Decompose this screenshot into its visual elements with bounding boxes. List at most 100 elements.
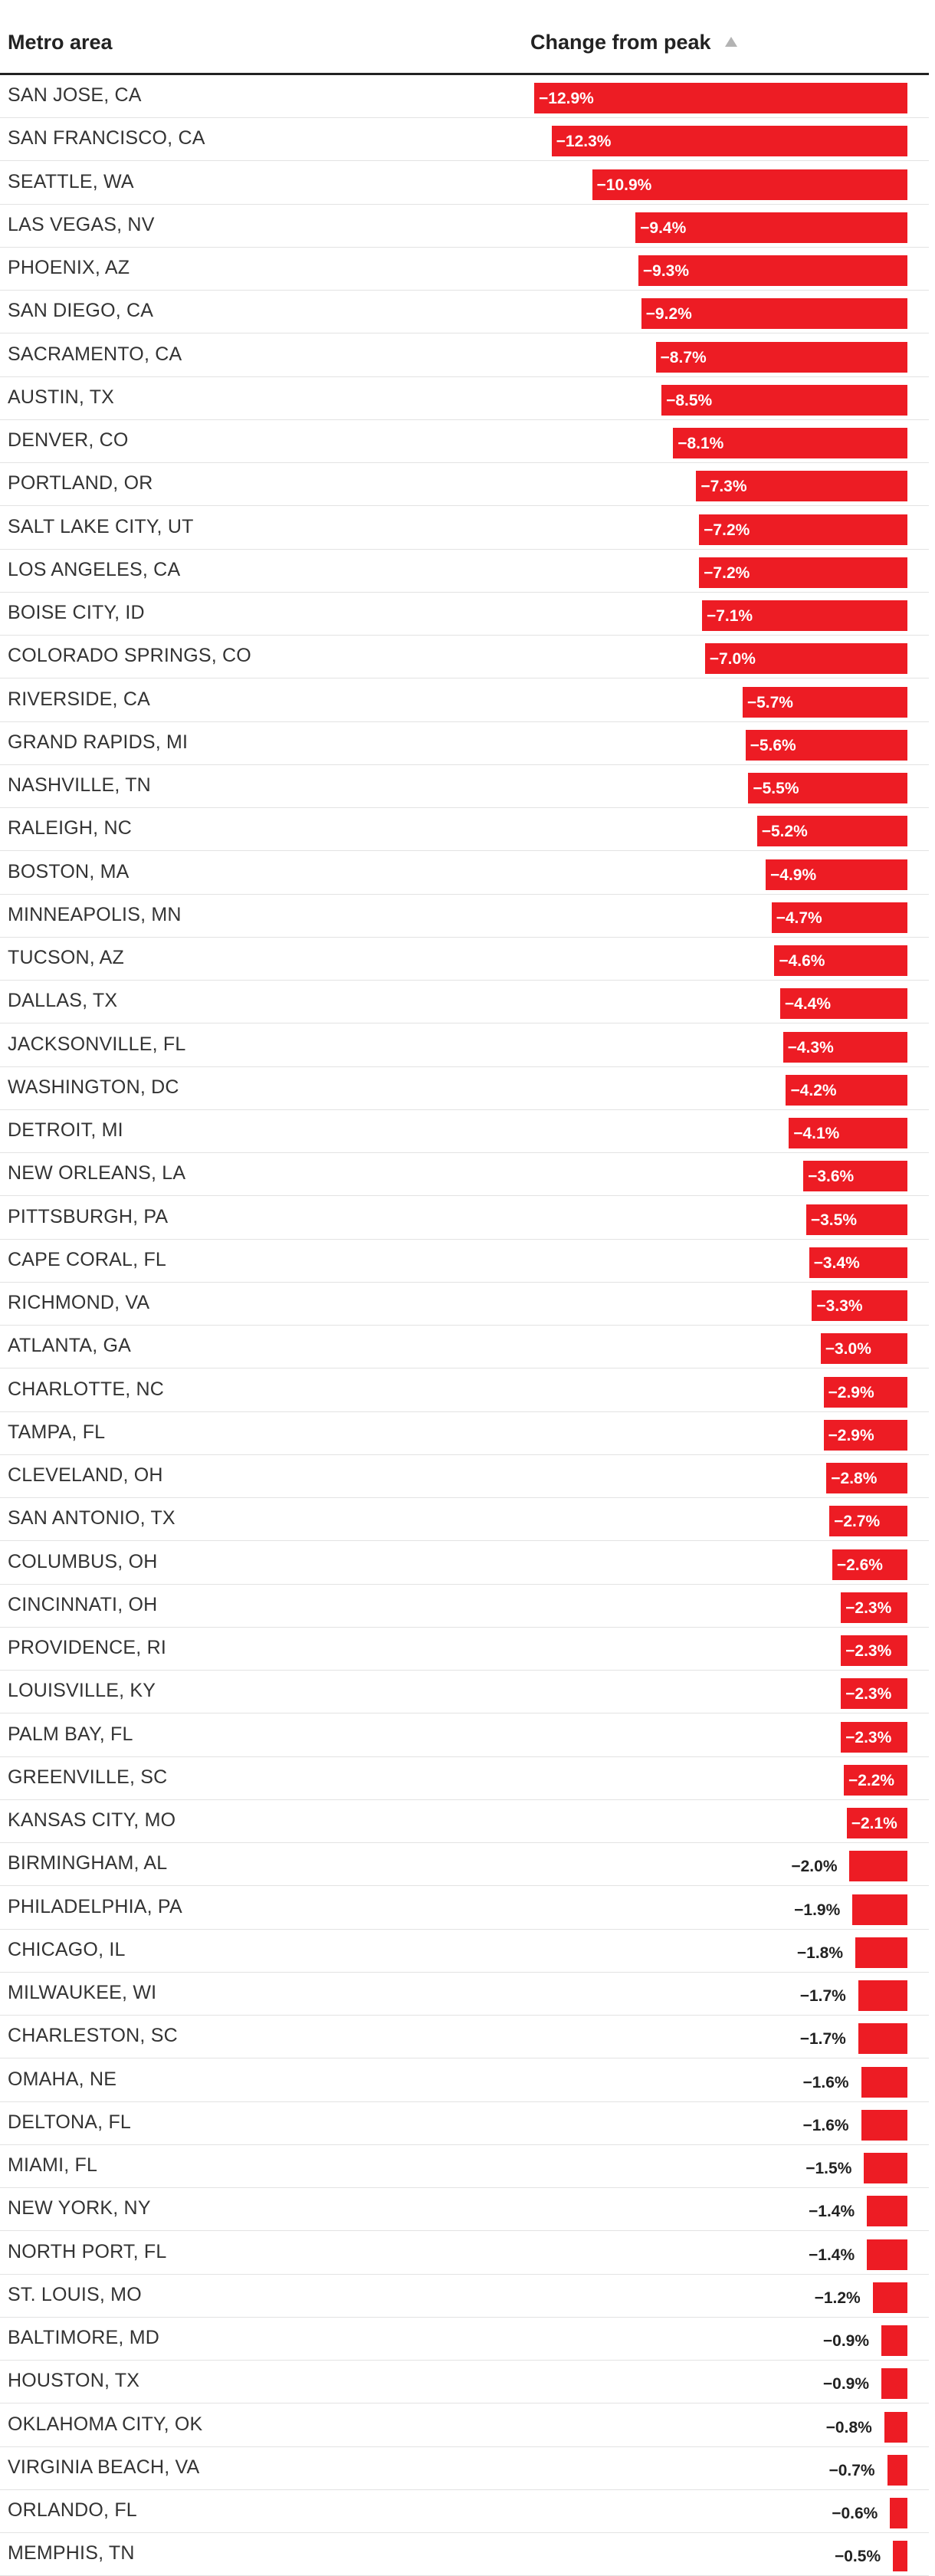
table-row: NEW ORLEANS, LA −3.6% (0, 1153, 929, 1197)
metro-name: NEW ORLEANS, LA (8, 1162, 186, 1184)
table-row: CLEVELAND, OH −2.8% (0, 1455, 929, 1498)
bar (704, 643, 907, 675)
table-row: CINCINNATI, OH −2.3% (0, 1585, 929, 1628)
bar-value-label: −0.8% (825, 2418, 872, 2436)
bar-value-label: −3.4% (813, 1254, 860, 1272)
bar-value-label: −1.5% (805, 2160, 852, 2177)
table-row: RIVERSIDE, CA −5.7% (0, 679, 929, 722)
table-row: SAN FRANCISCO, CA −12.3% (0, 118, 929, 162)
bar (779, 988, 907, 1020)
column-header-change-label: Change from peak (530, 31, 711, 54)
table-row: GRAND RAPIDS, MI −5.6% (0, 722, 929, 765)
bar (826, 1463, 907, 1493)
bar (849, 1851, 907, 1882)
table-row: PALM BAY, FL −2.3% (0, 1714, 929, 1757)
bar (771, 902, 907, 933)
bar-value-label: −2.2% (848, 1771, 895, 1789)
metro-name: LAS VEGAS, NV (8, 213, 155, 235)
bar (867, 2196, 907, 2227)
bar (786, 1074, 907, 1106)
bar (893, 2541, 907, 2572)
bar-value-label: −2.3% (845, 1728, 892, 1746)
metro-name: CAPE CORAL, FL (8, 1248, 167, 1270)
bar (641, 298, 907, 330)
bar-value-label: −2.0% (791, 1858, 838, 1876)
bar (774, 945, 907, 976)
bar-value-label: −2.3% (845, 1642, 892, 1660)
bar-value-label: −3.0% (825, 1340, 871, 1359)
metro-name: DALLAS, TX (8, 990, 118, 1012)
column-header-metro[interactable]: Metro area (8, 31, 113, 54)
table-row: TAMPA, FL −2.9% (0, 1412, 929, 1455)
bar-value-label: −4.1% (793, 1125, 840, 1142)
bar (867, 2239, 907, 2270)
metro-name: BOISE CITY, ID (8, 602, 145, 623)
bar-value-label: −7.0% (709, 650, 756, 669)
metro-name: RALEIGH, NC (8, 817, 132, 840)
bar (823, 1376, 907, 1408)
table-row: PHOENIX, AZ −9.3% (0, 248, 929, 291)
metro-name: COLUMBUS, OH (8, 1550, 158, 1572)
metro-name: CHARLESTON, SC (8, 2025, 178, 2047)
metro-name: VIRGINIA BEACH, VA (8, 2456, 200, 2478)
bar-value-label: −8.5% (666, 391, 713, 409)
bar (742, 686, 907, 718)
metro-name: SACRAMENTO, CA (8, 343, 182, 365)
bar-value-label: −2.7% (834, 1513, 881, 1531)
table-header: Metro area Change from peak (0, 0, 929, 75)
bar (852, 1894, 907, 1925)
metro-name: LOS ANGELES, CA (8, 558, 181, 580)
bar-value-label: −1.9% (794, 1901, 841, 1919)
bar (843, 1764, 907, 1796)
metro-name: KANSAS CITY, MO (8, 1809, 176, 1831)
sort-ascending-triangle-icon[interactable] (724, 37, 737, 47)
column-header-change[interactable]: Change from peak (530, 31, 737, 54)
bar-value-label: −12.9% (539, 90, 594, 107)
bar-value-label: −4.6% (779, 952, 825, 970)
table-row: MEMPHIS, TN −0.5% (0, 2533, 929, 2576)
bar (592, 169, 907, 200)
metro-name: COLORADO SPRINGS, CO (8, 645, 251, 667)
table-row: AUSTIN, TX −8.5% (0, 377, 929, 420)
metro-name: RICHMOND, VA (8, 1292, 150, 1313)
table-row: SAN JOSE, CA −12.9% (0, 75, 929, 118)
table-row: DALLAS, TX −4.4% (0, 981, 929, 1024)
table-row: MINNEAPOLIS, MN −4.7% (0, 895, 929, 938)
bar-value-label: −3.5% (810, 1211, 857, 1229)
bar (696, 471, 907, 502)
bar (887, 2454, 907, 2486)
table-row: GREENVILLE, SC −2.2% (0, 1757, 929, 1800)
metro-name: CLEVELAND, OH (8, 1464, 163, 1486)
table-row: PROVIDENCE, RI −2.3% (0, 1628, 929, 1671)
bar-value-label: −0.9% (822, 2375, 870, 2394)
table-row: SEATTLE, WA −10.9% (0, 162, 929, 205)
bar (551, 126, 907, 157)
metro-name: HOUSTON, TX (8, 2370, 140, 2392)
metro-name: BOSTON, MA (8, 860, 130, 882)
bar-value-label: −5.5% (753, 780, 799, 797)
metro-name: GRAND RAPIDS, MI (8, 731, 189, 753)
bar (655, 341, 907, 373)
table-row: DENVER, CO −8.1% (0, 420, 929, 463)
metro-name: ATLANTA, GA (8, 1335, 132, 1357)
table-row: NASHVILLE, TN −5.5% (0, 765, 929, 808)
bar-value-label: −8.1% (677, 435, 724, 452)
bar-value-label: −7.1% (706, 607, 753, 625)
metro-name: BIRMINGHAM, AL (8, 1852, 168, 1875)
table-row: PITTSBURGH, PA −3.5% (0, 1197, 929, 1240)
metro-name: SAN JOSE, CA (8, 84, 142, 106)
bar (782, 1031, 907, 1063)
bar (820, 1333, 907, 1365)
bar (699, 557, 907, 588)
table-row: ATLANTA, GA −3.0% (0, 1326, 929, 1369)
metro-name: SAN ANTONIO, TX (8, 1507, 176, 1530)
table-row: COLORADO SPRINGS, CO −7.0% (0, 636, 929, 679)
bar (661, 384, 907, 416)
table-row: OMAHA, NE −1.6% (0, 2059, 929, 2102)
bar (855, 1937, 907, 1968)
metro-name: RIVERSIDE, CA (8, 688, 150, 710)
metro-name: SAN DIEGO, CA (8, 300, 154, 322)
bar-value-label: −1.7% (799, 2030, 846, 2049)
bar (803, 1161, 907, 1192)
metro-name: PITTSBURGH, PA (8, 1205, 169, 1227)
